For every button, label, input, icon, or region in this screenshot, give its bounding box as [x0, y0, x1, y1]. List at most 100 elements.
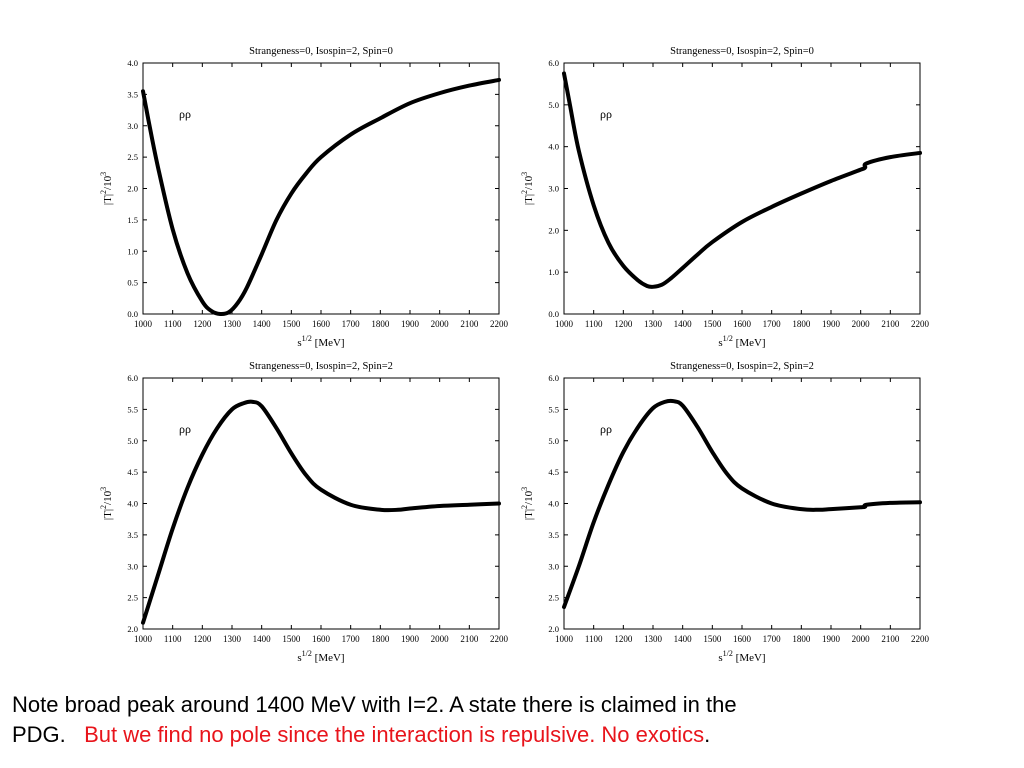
x-tick-label: 1100	[585, 634, 603, 644]
y-tick-label: 1.0	[127, 246, 138, 256]
y-tick-label: 2.5	[127, 593, 138, 603]
x-tick-label: 1400	[674, 634, 693, 644]
series-line	[562, 398, 922, 610]
x-tick-label: 1200	[193, 634, 212, 644]
y-tick-label: 3.0	[548, 561, 559, 571]
y-tick-label: 5.0	[548, 436, 559, 446]
x-tick-label: 2100	[881, 634, 900, 644]
y-tick-label: 4.0	[548, 142, 559, 152]
x-tick-label: 1700	[763, 634, 782, 644]
y-tick-label: 2.0	[127, 624, 138, 634]
chart-title: Strangeness=0, Isospin=2, Spin=2	[670, 361, 814, 372]
x-tick-label: 1800	[792, 319, 811, 329]
caption-pdg: PDG.	[12, 722, 85, 747]
x-tick-label: 1200	[193, 319, 212, 329]
y-axis-label: |T|2/103	[520, 487, 535, 520]
y-tick-label: 6.0	[127, 373, 138, 383]
y-tick-label: 2.0	[127, 184, 138, 194]
y-axis-label: |T|2/103	[520, 172, 535, 205]
x-tick-label: 2200	[490, 319, 509, 329]
x-tick-label: 2200	[911, 634, 930, 644]
y-tick-label: 0.0	[548, 309, 559, 319]
y-axis-label: |T|2/103	[99, 487, 114, 520]
x-tick-label: 2100	[460, 634, 479, 644]
y-tick-label: 2.0	[548, 225, 559, 235]
x-tick-label: 1700	[342, 319, 361, 329]
y-tick-label: 2.5	[548, 593, 559, 603]
x-tick-label: 1800	[792, 634, 811, 644]
y-tick-label: 3.0	[127, 561, 138, 571]
x-tick-label: 1200	[614, 319, 633, 329]
y-tick-label: 5.5	[548, 404, 559, 414]
channel-annotation: ρρ	[179, 107, 191, 121]
caption-highlight: But we find no pole since the interactio…	[84, 722, 705, 747]
channel-annotation: ρρ	[179, 422, 191, 436]
x-tick-label: 1800	[371, 634, 390, 644]
x-tick-label: 1600	[312, 634, 331, 644]
y-tick-label: 4.0	[127, 499, 138, 509]
x-tick-label: 1900	[822, 634, 841, 644]
y-tick-label: 0.5	[127, 278, 138, 288]
x-tick-label: 1600	[733, 319, 752, 329]
channel-annotation: ρρ	[600, 107, 612, 121]
y-tick-label: 5.5	[127, 404, 138, 414]
x-tick-label: 1000	[555, 634, 574, 644]
x-tick-label: 2000	[852, 319, 871, 329]
x-tick-label: 2000	[431, 634, 450, 644]
x-tick-label: 1500	[282, 319, 301, 329]
y-tick-label: 5.0	[548, 100, 559, 110]
y-tick-label: 2.0	[548, 624, 559, 634]
x-tick-label: 1500	[703, 634, 722, 644]
x-tick-label: 1900	[401, 319, 420, 329]
x-tick-label: 1500	[703, 319, 722, 329]
y-tick-label: 3.5	[127, 89, 138, 99]
caption-period: .	[704, 722, 711, 747]
plot-frame	[142, 377, 500, 630]
charts-area: Strangeness=0, Isospin=2, Spin=0 1000 1100…	[99, 46, 930, 664]
chart-title: Strangeness=0, Isospin=2, Spin=0	[249, 46, 393, 57]
caption-line-1: Note broad peak around 1400 MeV with I=2…	[12, 692, 737, 717]
x-tick-label: 1600	[733, 634, 752, 644]
chart-4: Strangeness=0, Isospin=2, Spin=2 1000 1100…	[520, 361, 930, 664]
x-tick-label: 1200	[614, 634, 633, 644]
y-tick-label: 1.0	[548, 267, 559, 277]
x-axis-label: s1/2 [MeV]	[718, 334, 765, 349]
x-tick-label: 1300	[223, 319, 242, 329]
y-tick-label: 0.0	[127, 309, 138, 319]
channel-annotation: ρρ	[600, 422, 612, 436]
y-tick-label: 6.0	[548, 373, 559, 383]
x-tick-label: 1100	[585, 319, 603, 329]
x-tick-label: 1700	[342, 634, 361, 644]
series-line	[141, 77, 501, 317]
x-tick-label: 2200	[490, 634, 509, 644]
x-axis-label: s1/2 [MeV]	[297, 334, 344, 349]
y-tick-label: 4.0	[127, 58, 138, 68]
x-axis-label: s1/2 [MeV]	[718, 649, 765, 664]
x-tick-label: 2100	[460, 319, 479, 329]
y-tick-label: 2.5	[127, 152, 138, 162]
y-tick-label: 5.0	[127, 436, 138, 446]
x-tick-label: 2000	[852, 634, 871, 644]
series-line	[562, 71, 922, 289]
y-tick-label: 1.5	[127, 215, 138, 225]
x-tick-label: 1600	[312, 319, 331, 329]
x-tick-label: 1300	[223, 634, 242, 644]
y-tick-label: 4.0	[548, 499, 559, 509]
x-tick-label: 1400	[674, 319, 693, 329]
series-line	[141, 399, 501, 625]
x-tick-label: 1900	[401, 634, 420, 644]
x-tick-label: 2000	[431, 319, 450, 329]
x-tick-label: 1400	[253, 319, 272, 329]
plot-frame	[142, 62, 500, 315]
x-tick-label: 1000	[555, 319, 574, 329]
x-tick-label: 1500	[282, 634, 301, 644]
x-tick-label: 1000	[134, 319, 153, 329]
caption-text: Note broad peak around 1400 MeV with I=2…	[12, 690, 1012, 750]
y-tick-label: 4.5	[548, 467, 559, 477]
y-tick-label: 6.0	[548, 58, 559, 68]
x-tick-label: 2200	[911, 319, 930, 329]
plot-frame	[563, 62, 921, 315]
chart-1: Strangeness=0, Isospin=2, Spin=0 1000 1100…	[99, 46, 509, 349]
x-tick-label: 1300	[644, 634, 663, 644]
x-axis-label: s1/2 [MeV]	[297, 649, 344, 664]
